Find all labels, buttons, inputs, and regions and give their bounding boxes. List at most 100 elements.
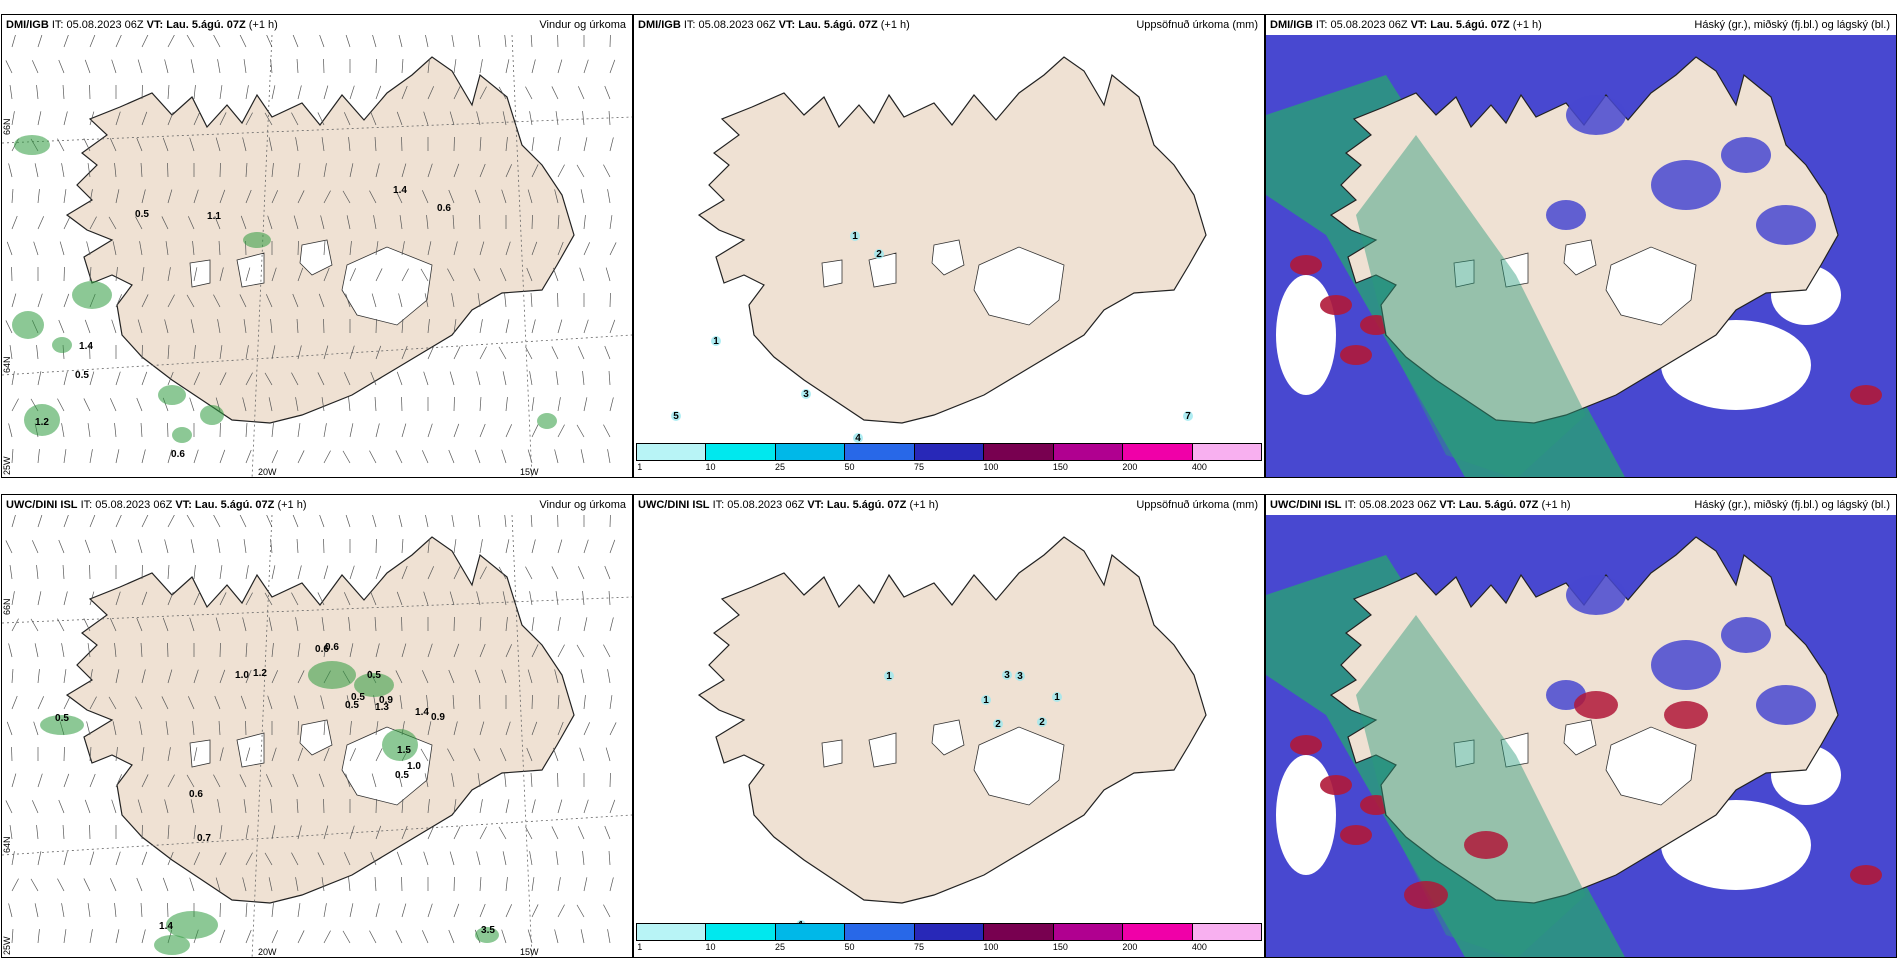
wind-barb (577, 905, 584, 917)
mid-cloud-blob (1850, 385, 1882, 405)
wind-barb (38, 111, 41, 125)
wind-barb (324, 566, 328, 579)
model-name: DMI/IGB (1270, 19, 1313, 31)
wind-barb (64, 851, 67, 865)
valid-time-label: VT: (1411, 19, 1428, 31)
wind-barb (246, 450, 251, 463)
colorbar-swatch (1054, 444, 1123, 460)
init-time: IT: 05.08.2023 06Z (52, 19, 144, 31)
map-panel: DMI/IGB IT: 05.08.2023 06Z VT: Lau. 5.ág… (633, 14, 1265, 478)
wind-barb (558, 320, 562, 333)
wind-barb (610, 242, 616, 255)
wind-barb (608, 189, 610, 203)
wind-barb (584, 242, 590, 255)
precip-area (166, 911, 218, 939)
wind-barb (525, 567, 532, 579)
wind-barb (480, 347, 487, 359)
wind-barb (584, 722, 590, 735)
wind-barb (12, 929, 13, 943)
wind-barb (38, 515, 42, 527)
wind-barb (213, 35, 220, 47)
wind-barb (10, 565, 12, 579)
wind-barb (35, 163, 38, 177)
colorbar-swatch (776, 924, 845, 940)
precip-value: 1 (983, 695, 989, 706)
low-cloud-blob (1651, 640, 1721, 690)
wind-barb (558, 800, 562, 813)
wind-barb (63, 85, 64, 99)
wind-barb (558, 617, 560, 631)
wind-barb (506, 904, 512, 917)
wind-barb (530, 851, 532, 865)
wind-barb (12, 35, 16, 47)
colorbar-tick: 75 (914, 942, 924, 952)
precip-area (172, 427, 192, 443)
wind-barb (272, 565, 275, 579)
model-name: UWC/DINI ISL (1270, 499, 1342, 511)
wind-barb (12, 619, 19, 631)
wind-barb (506, 319, 509, 333)
wind-barb (376, 903, 379, 917)
low-cloud-blob (1566, 575, 1626, 615)
wind-barb (240, 35, 246, 47)
wind-barb (116, 449, 119, 463)
field-title: Uppsöfnuð úrkoma (mm) (1136, 495, 1258, 515)
axis-label: 20W (258, 947, 277, 957)
wind-barb (558, 137, 560, 151)
wind-barb (478, 35, 480, 47)
wind-barb (581, 669, 584, 683)
low-cloud-blob (1546, 200, 1586, 230)
mid-cloud-blob (1340, 825, 1372, 845)
wind-barb (530, 371, 532, 385)
wind-barb (425, 515, 428, 527)
wind-barb (369, 451, 376, 463)
wind-barb (246, 903, 247, 917)
wind-barb (163, 878, 168, 891)
wind-barb (12, 216, 17, 229)
colorbar-swatch (845, 924, 914, 940)
axis-label: 66N (2, 598, 12, 615)
wind-barb (112, 320, 116, 333)
wind-barb (556, 371, 558, 385)
wind-barb (450, 852, 454, 865)
wind-barb (246, 930, 251, 943)
wind-barb (402, 424, 406, 437)
wind-barb (37, 345, 38, 359)
wind-barb (12, 851, 14, 865)
wind-barb (605, 86, 610, 99)
wind-barb (583, 371, 584, 385)
wind-barb (34, 242, 38, 255)
colorbar-tick: 400 (1192, 462, 1207, 472)
wind-barb (37, 825, 38, 839)
wind-barb (584, 800, 588, 813)
wind-barb (84, 878, 90, 891)
wind-barb (194, 450, 198, 463)
wind-barb (6, 320, 12, 333)
wind-barb (584, 877, 587, 891)
wind-barb (240, 515, 246, 527)
wind-barb (556, 111, 558, 125)
wind-barb (297, 539, 298, 553)
wind-barb (190, 878, 194, 891)
wind-barb (64, 774, 69, 787)
panel-header: DMI/IGB IT: 05.08.2023 06Z VT: Lau. 5.ág… (2, 15, 632, 35)
wind-barb (85, 60, 90, 73)
wind-barb (293, 515, 298, 527)
wind-barb (477, 851, 480, 865)
wind-barb (532, 799, 535, 813)
wind-barb (532, 59, 535, 73)
precip-value: 2 (995, 719, 1001, 730)
wind-barb (137, 878, 142, 891)
wind-barb (12, 669, 13, 683)
cloud-map (1266, 35, 1896, 478)
wind-barb (610, 320, 615, 333)
wind-barb (503, 851, 506, 865)
precip-area (537, 413, 557, 429)
wind-barb (375, 397, 376, 411)
wind-barb (525, 87, 532, 99)
precip-value: 1.0 (235, 670, 249, 681)
colorbar-tick: 400 (1192, 942, 1207, 952)
wind-barb (506, 59, 509, 73)
precip-area (200, 405, 224, 425)
wind-barb (141, 423, 142, 437)
